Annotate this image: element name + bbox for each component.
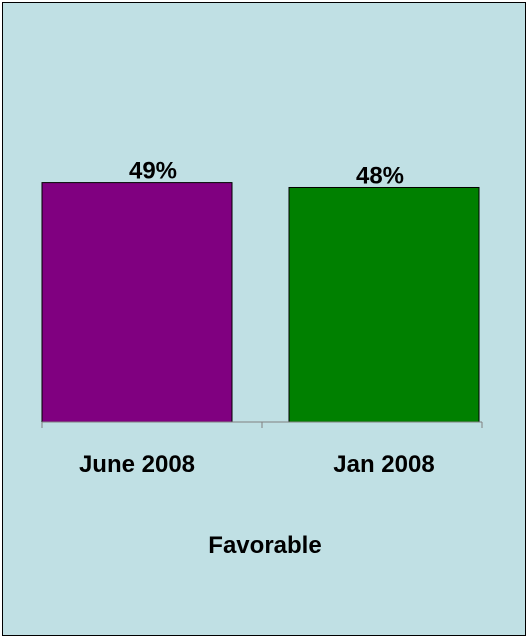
category-labels-layer: June 2008 Jan 2008 [79,451,435,478]
category-label-2: Jan 2008 [333,451,434,478]
bars-layer [41,182,480,423]
data-label-2: 48% [356,162,404,189]
data-labels-layer: 49% 48% [129,158,404,190]
bar-1 [41,182,233,423]
data-label-1: 49% [129,158,177,185]
bar-2 [288,186,480,423]
x-axis-title: Favorable [208,532,321,559]
chart-frame [2,2,526,636]
category-label-1: June 2008 [79,451,195,478]
x-axis-ticks [41,422,483,428]
